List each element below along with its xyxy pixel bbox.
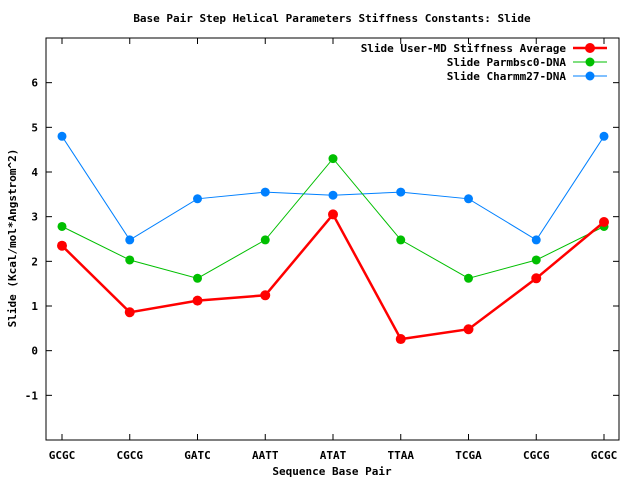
y-axis-label: Slide (Kcal/mol*Angstrom^2) <box>6 149 19 328</box>
x-tick-label: AATT <box>252 449 279 462</box>
y-axis-ticks: -1 0 1 2 3 4 5 6 <box>25 77 619 402</box>
legend-label: Slide Charmm27-DNA <box>447 70 567 83</box>
legend-marker <box>585 71 595 81</box>
data-point <box>396 235 406 245</box>
y-tick-label: 5 <box>31 121 38 134</box>
data-point <box>193 194 202 204</box>
legend-marker <box>585 43 595 53</box>
x-axis-label: Sequence Base Pair <box>272 465 392 478</box>
legend-marker <box>585 57 595 67</box>
data-point <box>260 187 270 197</box>
data-point <box>125 235 135 245</box>
data-point <box>463 324 474 335</box>
data-point <box>599 217 609 228</box>
y-tick-label: 6 <box>31 77 38 90</box>
data-point <box>396 187 406 197</box>
series-line <box>61 212 605 341</box>
data-point <box>531 273 542 284</box>
x-tick-label: ATAT <box>320 449 347 462</box>
data-point <box>57 240 67 251</box>
data-point <box>192 295 203 306</box>
data-point <box>464 273 473 283</box>
y-tick-label: 1 <box>31 300 38 313</box>
data-point <box>395 334 406 345</box>
y-tick-label: 0 <box>31 345 38 358</box>
y-tick-label: 4 <box>31 166 38 179</box>
data-point <box>260 290 271 301</box>
chart-title: Base Pair Step Helical Parameters Stiffn… <box>133 12 531 25</box>
data-point <box>260 235 270 245</box>
legend-label: Slide User-MD Stiffness Average <box>361 42 567 55</box>
data-point <box>57 131 67 141</box>
x-tick-label: CGCG <box>117 449 144 462</box>
series-layer <box>57 131 609 345</box>
legend-label: Slide Parmbsc0-DNA <box>447 56 567 69</box>
x-tick-label: GCGC <box>591 449 618 462</box>
data-point <box>531 235 541 245</box>
data-point <box>125 255 135 265</box>
data-point <box>464 194 473 204</box>
data-point <box>599 131 609 141</box>
x-tick-label: TCGA <box>455 449 482 462</box>
data-point <box>328 154 338 164</box>
y-tick-label: 2 <box>31 255 38 268</box>
data-point <box>57 221 67 231</box>
x-tick-label: GCGC <box>49 449 76 462</box>
x-tick-label: TTAA <box>388 449 415 462</box>
series-1 <box>57 209 609 345</box>
data-point <box>193 273 202 283</box>
data-point <box>328 209 338 220</box>
data-point <box>328 190 338 200</box>
x-axis-ticks: GCGC CGCG GATC AATT ATAT TTAA TCGA CGCG GCGC <box>49 38 618 462</box>
data-point <box>531 255 541 265</box>
x-tick-label: GATC <box>184 449 211 462</box>
data-point <box>124 307 135 318</box>
x-tick-label: CGCG <box>523 449 550 462</box>
series-line <box>61 136 605 241</box>
y-tick-label: 3 <box>31 211 38 224</box>
series-3 <box>57 131 609 245</box>
y-tick-label: -1 <box>25 389 39 402</box>
